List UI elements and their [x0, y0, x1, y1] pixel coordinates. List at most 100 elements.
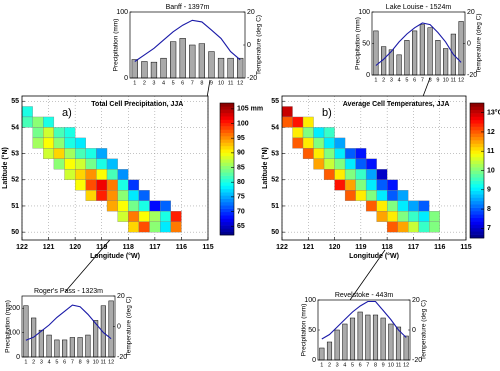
x-tick-label: 3 — [390, 77, 393, 83]
heatmap-cell — [408, 221, 419, 233]
heatmap-cell — [355, 169, 367, 180]
colorbar-tick-label: 11 — [487, 148, 495, 155]
y-tick-label: 100 — [304, 297, 316, 304]
colorbar-segment — [470, 150, 484, 154]
precipitation-bar — [85, 334, 91, 358]
colorbar-tick-label: 80 — [237, 179, 245, 186]
heatmap-cell — [160, 211, 171, 222]
heatmap-cell — [408, 211, 419, 222]
heatmap-cell — [85, 148, 97, 159]
heatmap-cell — [106, 158, 118, 170]
x-tick-label: 8 — [374, 362, 377, 368]
precipitation-bar — [108, 300, 114, 358]
x-tick-label: 6 — [181, 80, 184, 86]
heatmap-cell — [32, 116, 44, 128]
precipitation-bar — [69, 337, 75, 358]
heatmap-cell — [376, 211, 388, 222]
colorbar-segment — [220, 136, 234, 140]
x-tick-label: 2 — [382, 77, 385, 83]
colorbar-tick-label: 65 — [237, 223, 245, 230]
colorbar-segment — [220, 165, 234, 170]
colorbar-segment — [470, 204, 484, 208]
heatmap-cell — [53, 148, 65, 159]
heatmap-cell — [334, 137, 346, 149]
inset-title: Revelstoke - 443m — [335, 292, 394, 299]
colorbar-segment — [470, 227, 484, 232]
heatmap-cell — [117, 179, 129, 191]
heatmap-cell — [323, 169, 335, 180]
heatmap-cell — [106, 200, 118, 212]
x-tick-label: 2 — [32, 359, 35, 365]
x-tick-label: 2 — [143, 80, 146, 86]
heatmap-cell — [160, 200, 171, 212]
x-tick-label: 6 — [413, 77, 416, 83]
colorbar-segment — [470, 170, 484, 175]
colorbar-segment — [220, 132, 234, 137]
x-tick-label: 1 — [24, 359, 27, 365]
heatmap-cell — [74, 179, 86, 191]
temperature-line — [321, 300, 407, 340]
heatmap-cell — [397, 211, 409, 222]
colorbar-segment — [470, 109, 484, 114]
heatmap-cell — [138, 221, 150, 233]
colorbar-segment — [220, 221, 234, 226]
colorbar-segment — [470, 153, 484, 158]
colorbar-segment — [220, 116, 234, 120]
colorbar-frame — [219, 102, 235, 236]
heatmap-cell — [128, 190, 140, 201]
heatmap-cell — [376, 179, 388, 191]
heatmap-cell — [418, 221, 430, 233]
heatmap-cell — [21, 116, 33, 128]
colorbar-segment — [220, 178, 234, 183]
y-tick-label: 0 — [312, 357, 316, 364]
x-tick-label: 10 — [443, 77, 449, 83]
x-tick-label: 116 — [176, 244, 187, 251]
colorbar-segment — [470, 113, 484, 117]
y2-tick-label: 0 — [467, 40, 471, 47]
heatmap-cell — [429, 221, 440, 233]
colorbar-segment — [220, 215, 234, 219]
colorbar-segment — [220, 188, 234, 193]
y-tick-label: 51 — [11, 203, 19, 210]
precipitation-bar — [46, 334, 52, 358]
x-tick-label: 122 — [276, 244, 288, 251]
x-tick-label: 1 — [320, 362, 323, 368]
x-tick-label: 1 — [374, 77, 377, 83]
heatmap-cell — [138, 211, 150, 222]
y-axis-label: Latitude (°N) — [261, 147, 269, 189]
heatmap-cell — [365, 169, 377, 180]
y-tick-label: 100 — [358, 9, 370, 16]
precipitation-bar — [62, 339, 68, 358]
y2-tick-label: -20 — [467, 72, 477, 79]
colorbar-segment — [220, 198, 234, 203]
colorbar-segment — [220, 106, 234, 110]
heatmap-cell — [128, 221, 140, 233]
heatmap-cell — [96, 179, 108, 191]
x-tick-label: 12 — [237, 80, 243, 86]
colorbar-segment — [220, 192, 234, 196]
heatmap-cell — [74, 148, 86, 159]
colorbar-segment — [470, 187, 484, 192]
heatmap-cell — [53, 127, 65, 139]
temperature-line — [375, 22, 462, 66]
y2-tick-label: 0 — [117, 323, 121, 330]
y-tick-label: 50 — [362, 40, 370, 47]
heatmap-cell — [365, 158, 377, 170]
colorbar-segment — [220, 159, 234, 163]
y-tick-label: 0 — [124, 75, 128, 82]
x-tick-label: 115 — [460, 244, 471, 251]
y2-tick-label: -20 — [247, 75, 257, 82]
colorbar-tick-label: 9 — [487, 187, 491, 194]
heatmap-cell — [96, 148, 108, 159]
colorbar-segment — [220, 218, 234, 223]
precipitation-bar — [160, 57, 167, 79]
x-tick-label: 118 — [381, 244, 392, 251]
x-tick-label: 11 — [396, 362, 402, 368]
inset-frame — [371, 11, 466, 76]
x-tick-label: 4 — [48, 359, 51, 365]
y-tick-label: 55 — [271, 98, 279, 105]
temperature-line — [134, 19, 241, 62]
x-tick-label: 9 — [436, 77, 439, 83]
x-tick-label: 12 — [403, 362, 409, 368]
colorbar-segment — [220, 172, 234, 176]
